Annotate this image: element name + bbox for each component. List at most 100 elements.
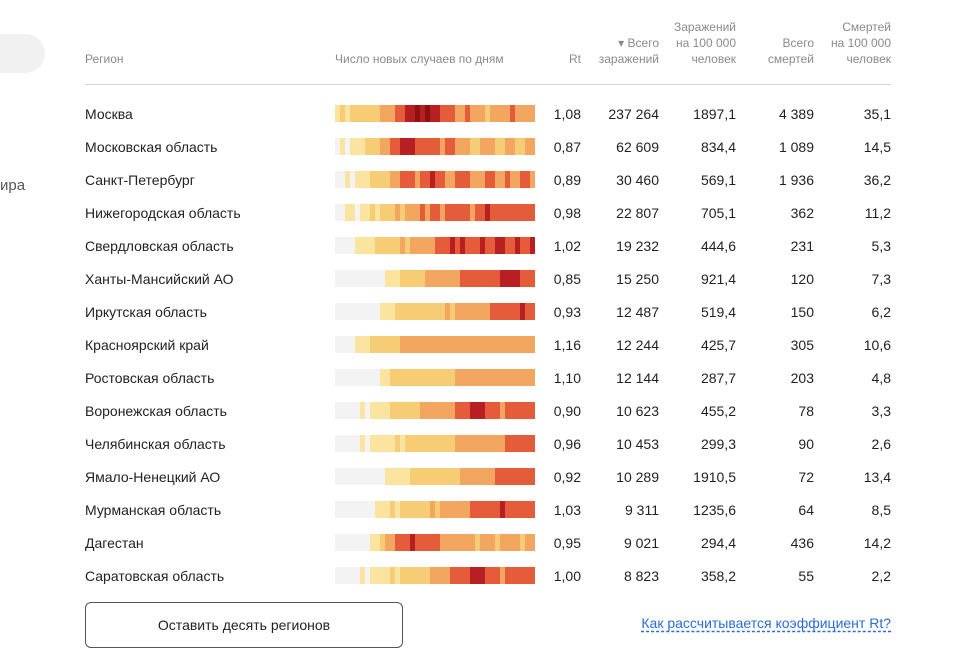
heat-cell — [485, 237, 490, 254]
heat-cell — [455, 237, 460, 254]
heat-cell — [465, 237, 470, 254]
col-rt-header[interactable]: Rt — [569, 52, 581, 66]
heat-cell — [360, 435, 365, 452]
side-nav-text[interactable]: ира — [0, 177, 26, 194]
heat-cell — [405, 138, 410, 155]
table-row[interactable]: Москва 1,08 237 264 1897,1 4 389 35,1 — [85, 97, 891, 130]
heat-cell — [530, 501, 535, 518]
heat-cell — [500, 402, 505, 419]
heat-cell — [475, 468, 480, 485]
heat-cell — [390, 501, 395, 518]
heat-cell — [430, 567, 435, 584]
rt-cell: 0,85 — [553, 271, 581, 287]
heat-cell — [450, 171, 455, 188]
heat-cell — [370, 369, 375, 386]
cases-per-100k-cell: 287,7 — [700, 370, 736, 386]
deaths-per-100k-cell: 10,6 — [863, 337, 891, 353]
heat-cell — [370, 171, 375, 188]
heat-cell — [365, 501, 370, 518]
heat-cell — [490, 270, 495, 287]
heat-cell — [510, 204, 515, 221]
table-row[interactable]: Дагестан 0,95 9 021 294,4 436 14,2 — [85, 526, 891, 559]
table-row[interactable]: Санкт-Петербург 0,89 30 460 569,1 1 936 36,2 — [85, 163, 891, 196]
heat-cell — [385, 237, 390, 254]
heat-cell — [335, 435, 340, 452]
heat-cell — [440, 468, 445, 485]
heat-cell — [415, 402, 420, 419]
table-row[interactable]: Ханты-Мансийский АО 0,85 15 250 921,4 120 7,3 — [85, 262, 891, 295]
heat-cell — [420, 204, 425, 221]
col-region-header[interactable]: Регион — [85, 52, 124, 66]
col-deaths100k-header[interactable]: Смертей на 100 000 человек — [830, 20, 891, 66]
heat-cell — [355, 402, 360, 419]
table-row[interactable]: Московская область 0,87 62 609 834,4 1 089 14… — [85, 130, 891, 163]
table-row[interactable]: Саратовская область 1,00 8 823 358,2 55 2,2 — [85, 559, 891, 592]
heat-cell — [390, 402, 395, 419]
keep-ten-regions-button[interactable]: Оставить десять регионов — [85, 602, 403, 648]
heat-cell — [475, 237, 480, 254]
heat-cell — [530, 138, 535, 155]
heat-cell — [480, 204, 485, 221]
table-row[interactable]: Ямало-Ненецкий АО 0,92 10 289 1910,5 72 13,4 — [85, 460, 891, 493]
heat-cell — [495, 105, 500, 122]
heat-cell — [490, 237, 495, 254]
col-deaths-header[interactable]: Всего смертей — [767, 36, 814, 66]
daily-cases-heatmap — [335, 303, 535, 320]
heat-cell — [415, 369, 420, 386]
col-per100k-header[interactable]: Заражений на 100 000 человек — [673, 20, 736, 66]
heat-cell — [440, 171, 445, 188]
table-row[interactable]: Челябинская область 0,96 10 453 299,3 90 2,6 — [85, 427, 891, 460]
col-total-header[interactable]: ▾ Всего заражений — [598, 36, 659, 66]
table-row[interactable]: Воронежская область 0,90 10 623 455,2 78 3,3 — [85, 394, 891, 427]
heat-cell — [415, 336, 420, 353]
heat-cell — [335, 468, 340, 485]
heat-cell — [525, 336, 530, 353]
heat-cell — [430, 534, 435, 551]
heat-cell — [380, 435, 385, 452]
table-row[interactable]: Мурманская область 1,03 9 311 1235,6 64 8,5 — [85, 493, 891, 526]
table-row[interactable]: Красноярский край 1,16 12 244 425,7 305 10,6 — [85, 328, 891, 361]
heat-cell — [345, 435, 350, 452]
heat-cell — [380, 138, 385, 155]
heat-cell — [515, 138, 520, 155]
heat-cell — [370, 501, 375, 518]
heat-cell — [355, 105, 360, 122]
heat-cell — [445, 501, 450, 518]
heat-cell — [425, 171, 430, 188]
heat-cell — [450, 534, 455, 551]
heat-cell — [335, 270, 340, 287]
heat-cell — [375, 369, 380, 386]
heat-cell — [445, 369, 450, 386]
heat-cell — [390, 435, 395, 452]
table-row[interactable]: Иркутская область 0,93 12 487 519,4 150 6,2 — [85, 295, 891, 328]
heat-cell — [390, 336, 395, 353]
cases-per-100k-cell: 1235,6 — [693, 502, 736, 518]
heat-cell — [445, 567, 450, 584]
region-name: Ханты-Мансийский АО — [85, 271, 234, 287]
table-row[interactable]: Свердловская область 1,02 19 232 444,6 231 5,… — [85, 229, 891, 262]
region-name: Челябинская область — [85, 436, 226, 452]
heat-cell — [355, 468, 360, 485]
table-row[interactable]: Ростовская область 1,10 12 144 287,7 203 4,8 — [85, 361, 891, 394]
heat-cell — [510, 468, 515, 485]
heat-cell — [450, 303, 455, 320]
heat-cell — [340, 501, 345, 518]
heat-cell — [445, 435, 450, 452]
heat-cell — [480, 171, 485, 188]
heat-cell — [490, 501, 495, 518]
heat-cell — [345, 501, 350, 518]
heat-cell — [450, 270, 455, 287]
table-row[interactable]: Нижегородская область 0,98 22 807 705,1 362 1… — [85, 196, 891, 229]
heat-cell — [425, 237, 430, 254]
heat-cell — [385, 435, 390, 452]
total-cases-cell: 30 460 — [616, 172, 659, 188]
heat-cell — [345, 303, 350, 320]
heat-cell — [365, 567, 370, 584]
heat-cell — [340, 105, 345, 122]
heat-cell — [460, 435, 465, 452]
heat-cell — [430, 138, 435, 155]
side-search-pill[interactable] — [0, 34, 45, 73]
heat-cell — [500, 435, 505, 452]
heat-cell — [515, 369, 520, 386]
rt-explanation-link[interactable]: Как рассчитывается коэффициент Rt? — [641, 615, 891, 631]
